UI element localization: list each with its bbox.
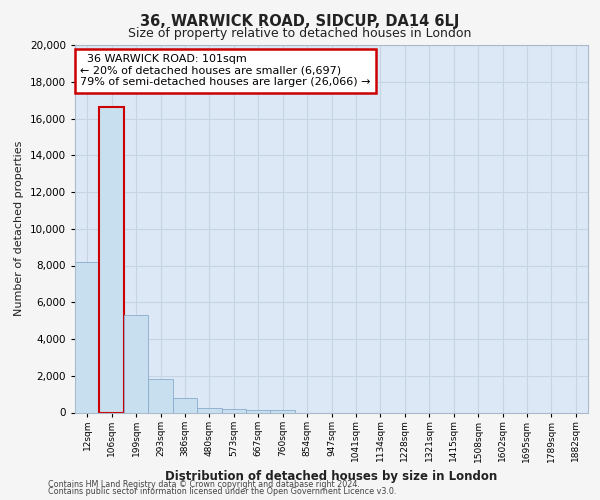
Bar: [221, 409, 246, 412]
Bar: [271, 410, 295, 412]
Text: Contains public sector information licensed under the Open Government Licence v3: Contains public sector information licen…: [48, 488, 397, 496]
Text: 36 WARWICK ROAD: 101sqm
← 20% of detached houses are smaller (6,697)
79% of semi: 36 WARWICK ROAD: 101sqm ← 20% of detache…: [80, 54, 371, 88]
Bar: [148, 380, 173, 412]
Text: Size of property relative to detached houses in London: Size of property relative to detached ho…: [128, 28, 472, 40]
Text: 36, WARWICK ROAD, SIDCUP, DA14 6LJ: 36, WARWICK ROAD, SIDCUP, DA14 6LJ: [140, 14, 460, 29]
Text: Contains HM Land Registry data © Crown copyright and database right 2024.: Contains HM Land Registry data © Crown c…: [48, 480, 360, 489]
Bar: [197, 408, 221, 412]
Bar: [75, 262, 100, 412]
Bar: [246, 410, 271, 412]
Bar: [173, 398, 197, 412]
Bar: [100, 108, 124, 412]
X-axis label: Distribution of detached houses by size in London: Distribution of detached houses by size …: [166, 470, 497, 483]
Bar: [124, 315, 148, 412]
Y-axis label: Number of detached properties: Number of detached properties: [14, 141, 24, 316]
